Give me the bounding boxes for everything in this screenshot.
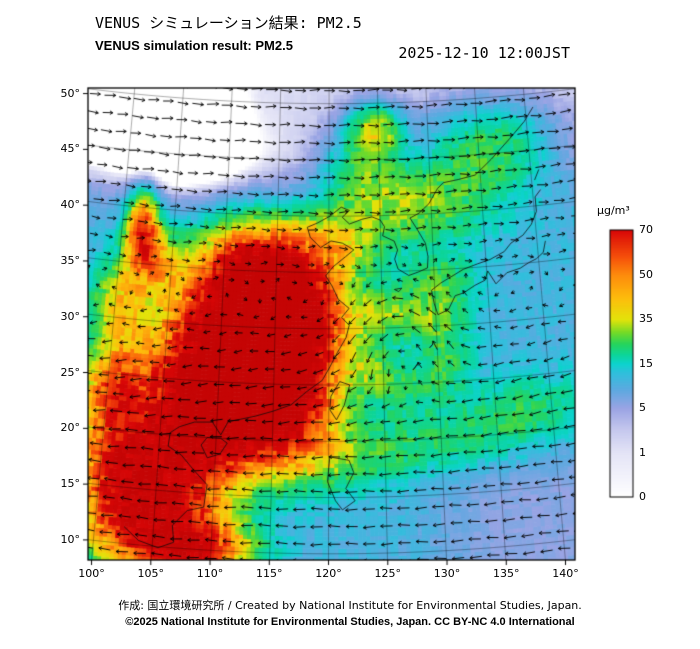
lat-tick-label: 30°	[60, 309, 81, 323]
lon-tick-label: 125°	[374, 567, 402, 580]
lon-tick-label: 120°	[315, 567, 342, 580]
colorbar-tick-label: 15	[639, 356, 653, 370]
colorbar-tick-label: 35	[639, 312, 653, 325]
credit-line: 作成: 国立環境研究所 / Created by National Instit…	[118, 599, 582, 612]
lon-tick-label: 140°	[552, 567, 579, 580]
lat-tick-label: 35°	[60, 253, 81, 267]
colorbar-tick-label: 50	[639, 267, 653, 281]
lat-tick-label: 20°	[60, 421, 81, 435]
lat-tick-label: 45°	[60, 142, 81, 156]
page-title-jp: VENUS シミュレーション結果: PM2.5	[95, 14, 362, 32]
datetime-label: 2025-12-10 12:00JST	[398, 44, 570, 62]
lon-tick-label: 130°	[433, 567, 461, 580]
lon-tick-label: 115°	[256, 567, 283, 580]
lat-tick-label: 15°	[60, 477, 81, 491]
lat-tick-label: 40°	[60, 198, 81, 212]
page-title-en: VENUS simulation result: PM2.5	[95, 38, 293, 53]
lat-tick-label: 50°	[60, 86, 81, 100]
lon-tick-label: 100°	[78, 567, 105, 580]
lon-tick-label: 135°	[493, 567, 520, 580]
colorbar-tick-label: 5	[639, 401, 646, 414]
lat-tick-label: 25°	[60, 365, 81, 379]
license-line: ©2025 National Institute for Environment…	[125, 616, 575, 628]
colorbar-tick-label: 70	[639, 223, 653, 236]
lon-tick-label: 105°	[137, 567, 165, 580]
colorbar-tick-label: 1	[639, 445, 646, 459]
lat-tick-label: 10°	[60, 532, 81, 546]
colorbar-unit-label: μg/m³	[597, 204, 630, 217]
lon-tick-label: 110°	[196, 567, 224, 580]
colorbar-tick-label: 0	[639, 490, 646, 503]
